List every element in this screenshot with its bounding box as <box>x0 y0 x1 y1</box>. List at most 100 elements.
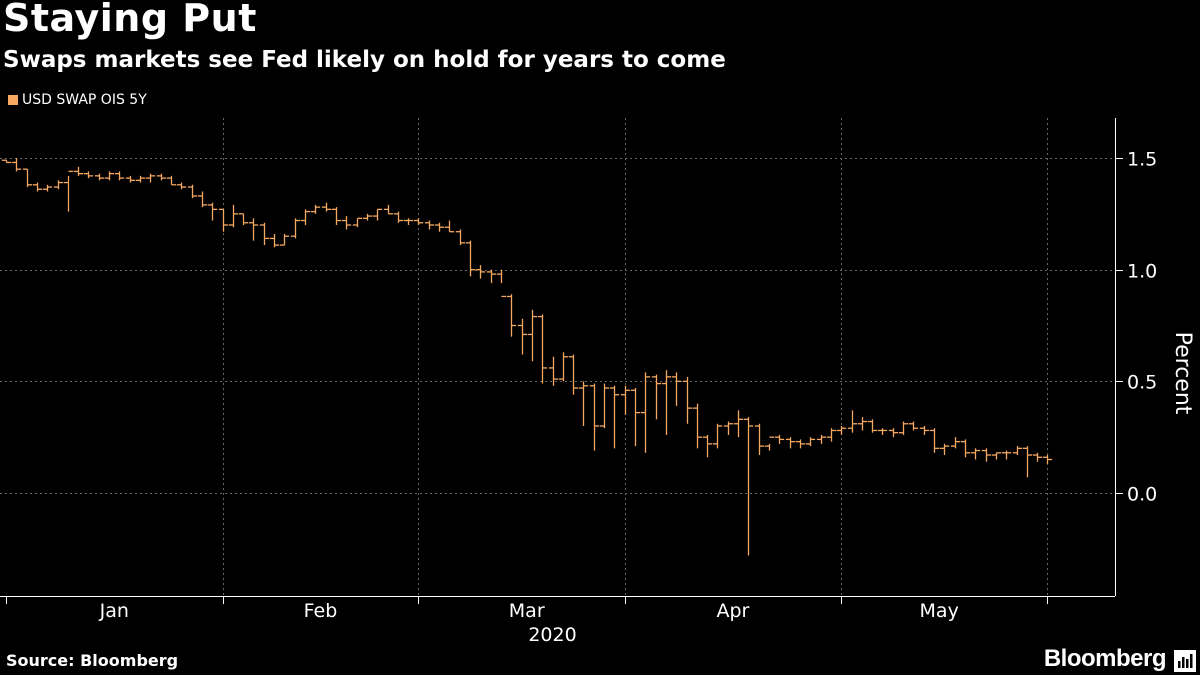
ohlc-bar <box>888 428 899 438</box>
ohlc-bar <box>785 437 796 449</box>
ohlc-bar <box>836 426 847 435</box>
ohlc-bar <box>362 213 373 221</box>
ohlc-bar <box>908 421 919 431</box>
ohlc-bar <box>383 204 394 215</box>
ohlc-bar <box>486 269 497 284</box>
ohlc-bar <box>279 233 290 246</box>
ohlc-bar <box>847 410 858 433</box>
ohlc-bar <box>702 434 713 458</box>
ohlc-bar <box>589 383 600 451</box>
ohlc-bar <box>1012 446 1023 456</box>
ohlc-bar <box>1001 450 1012 460</box>
ohlc-bar <box>981 448 992 462</box>
ohlc-bar <box>651 374 662 420</box>
ohlc-bar <box>310 204 321 214</box>
ohlc-bar <box>475 265 486 279</box>
ohlc-bar <box>269 233 280 248</box>
ohlc-bar <box>898 421 909 435</box>
ohlc-bar <box>816 434 827 444</box>
ohlc-bar <box>125 175 136 183</box>
ohlc-bar <box>1022 446 1033 478</box>
ohlc-bar <box>599 383 610 429</box>
ohlc-bar <box>104 171 115 181</box>
ohlc-bar <box>506 294 517 337</box>
ohlc-bar <box>723 421 734 435</box>
x-tick-label: Mar <box>509 600 545 622</box>
ohlc-bar <box>114 171 125 181</box>
ohlc-bar <box>558 352 569 382</box>
ohlc-bar <box>424 220 435 230</box>
ohlc-bar <box>42 184 53 192</box>
bloomberg-logo: Bloomberg <box>1043 645 1167 672</box>
ohlc-bar <box>11 158 22 172</box>
ohlc-bar <box>1042 455 1053 464</box>
ohlc-bar <box>991 452 1002 460</box>
ohlc-bar <box>352 217 363 228</box>
ohlc-bar <box>805 437 816 447</box>
ohlc-bar <box>970 448 981 460</box>
x-tick-label: Apr <box>717 600 750 622</box>
ohlc-bar <box>764 436 775 451</box>
ohlc-bar <box>609 385 620 449</box>
ohlc-bar <box>867 419 878 433</box>
ohlc-bar <box>63 170 74 212</box>
legend-label: USD SWAP OIS 5Y <box>22 92 147 108</box>
ohlc-bar <box>950 437 961 449</box>
ohlc-bar <box>393 211 404 223</box>
y-tick-label: 0.5 <box>1127 372 1157 394</box>
ohlc-bar <box>465 240 476 277</box>
ohlc-bar <box>321 202 332 212</box>
ohlc-bar <box>290 218 301 239</box>
ohlc-bar <box>857 417 868 431</box>
ohlc-bar <box>32 182 43 192</box>
ohlc-bar <box>877 428 888 435</box>
chart-title: Staying Put <box>3 0 257 40</box>
ohlc-bar <box>712 423 723 449</box>
ohlc-bar <box>692 403 703 449</box>
ohlc-bar <box>640 372 651 453</box>
ohlc-bar <box>682 376 693 424</box>
ohlc-bar <box>630 388 641 447</box>
ohlc-bar <box>176 182 187 190</box>
ohlc-bar <box>774 434 785 444</box>
source-note: Source: Bloomberg <box>6 651 179 670</box>
ohlc-bar <box>548 356 559 386</box>
ohlc-bar <box>960 439 971 458</box>
ohlc-bar <box>455 229 466 246</box>
ohlc-bar <box>341 216 352 230</box>
ohlc-bar <box>733 410 744 438</box>
y-tick-label: 1.5 <box>1127 149 1157 171</box>
x-tick-label: Feb <box>304 600 338 622</box>
ohlc-bar <box>1 159 12 164</box>
chart-subtitle: Swaps markets see Fed likely on hold for… <box>3 47 726 73</box>
axes <box>0 118 1116 597</box>
ohlc-bar <box>661 370 672 435</box>
y-tick-label: 1.0 <box>1127 261 1157 283</box>
ohlc-bar <box>671 372 682 406</box>
grid <box>0 118 1123 604</box>
x-tick-label: May <box>920 600 959 622</box>
ohlc-bar <box>248 218 259 241</box>
ohlc-bar <box>434 222 445 232</box>
legend: USD SWAP OIS 5Y <box>8 92 147 108</box>
y-tick-label: 0.0 <box>1127 484 1157 506</box>
ohlc-bar <box>743 417 754 556</box>
ohlc-bar <box>238 213 249 225</box>
ohlc-bar <box>496 269 507 298</box>
ohlc-bar <box>166 175 177 186</box>
ohlc-bar <box>197 191 208 208</box>
ohlc-bar <box>444 220 455 233</box>
ohlc-bar <box>929 428 940 453</box>
ohlc-bar <box>135 175 146 183</box>
ohlc-bar <box>228 204 239 228</box>
ohlc-bar <box>527 309 538 362</box>
x-axis-year-label: 2020 <box>528 624 576 646</box>
ohlc-bar <box>331 207 342 225</box>
x-tick-label: Jan <box>99 600 129 622</box>
ohlc-bar <box>826 428 837 442</box>
ohlc-bar <box>1032 452 1043 462</box>
ohlc-bar <box>22 168 33 188</box>
ohlc-bar <box>145 173 156 183</box>
ohlc-bar <box>259 222 270 246</box>
